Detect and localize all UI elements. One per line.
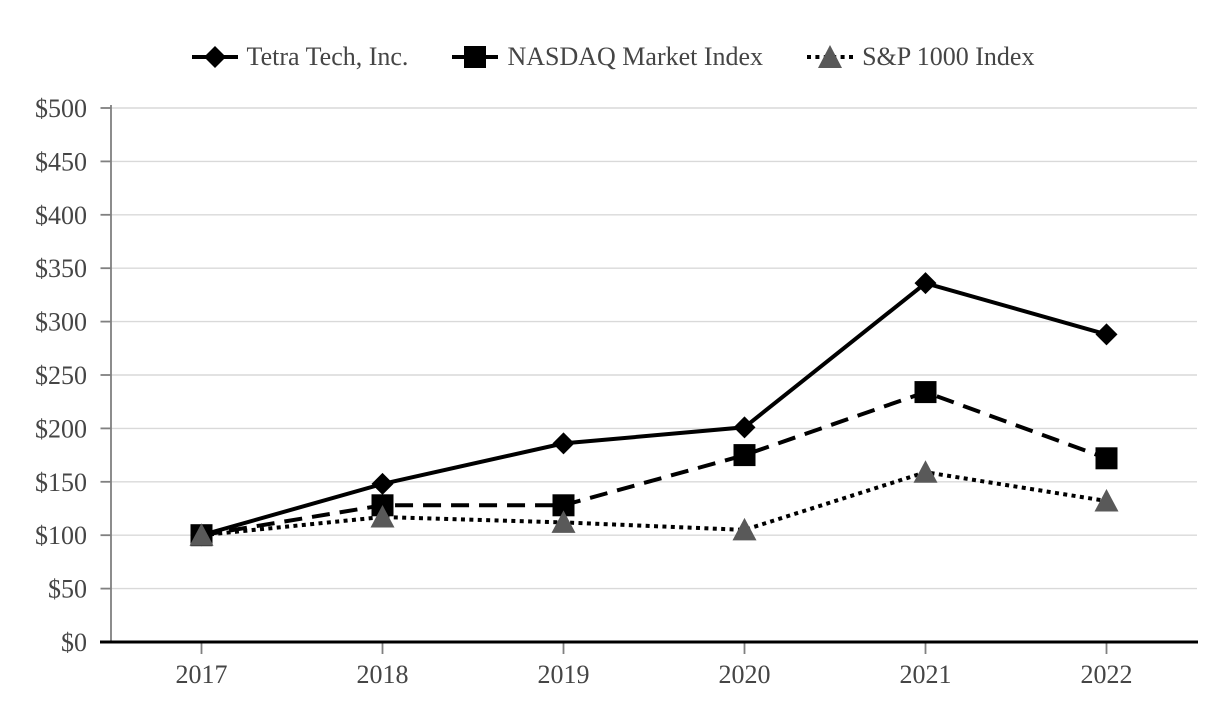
- legend-item-tetra-tech: Tetra Tech, Inc.: [191, 42, 409, 72]
- marker-triangle-s-p-1000-index: [189, 523, 214, 546]
- triangle-dotted-line-icon: [807, 45, 854, 68]
- x-tick-label: 2018: [357, 660, 409, 689]
- marker-triangle-s-p-1000-index: [551, 510, 576, 533]
- legend-label-sp1000: S&P 1000 Index: [862, 42, 1035, 71]
- legend-label-tetra-tech: Tetra Tech, Inc.: [246, 42, 409, 71]
- legend-label-nasdaq: NASDAQ Market Index: [507, 42, 764, 71]
- legend-item-sp1000: S&P 1000 Index: [807, 42, 1034, 72]
- marker-triangle-s-p-1000-index: [1094, 489, 1119, 512]
- marker-diamond-tetra-tech-inc: [1095, 323, 1118, 346]
- x-tick-label: 2019: [538, 660, 590, 689]
- marker-triangle-s-p-1000-index: [370, 505, 395, 528]
- marker-square-nasdaq-market-index: [914, 381, 937, 404]
- legend-item-nasdaq: NASDAQ Market Index: [452, 42, 763, 72]
- square-dashed-line-icon: [452, 46, 499, 68]
- marker-diamond-tetra-tech-inc: [914, 272, 937, 295]
- series-line-s-p-1000-index: [201, 470, 1107, 538]
- marker-square-nasdaq-market-index: [552, 494, 575, 517]
- marker-diamond-tetra-tech-inc: [552, 432, 575, 455]
- y-tick-label: $100: [35, 521, 87, 550]
- y-tick-label: $450: [35, 147, 87, 176]
- y-tick-label: $0: [61, 628, 87, 657]
- x-tick-label: 2017: [176, 660, 228, 689]
- y-tick-label: $200: [35, 414, 87, 443]
- series-line-tetra-tech-inc: [200, 280, 1108, 538]
- y-tick-label: $350: [35, 254, 87, 283]
- x-tick-label: 2021: [900, 660, 952, 689]
- marker-diamond-tetra-tech-inc: [733, 416, 756, 439]
- marker-triangle-s-p-1000-index: [913, 460, 938, 483]
- y-tick-label: $50: [48, 575, 87, 604]
- diamond-solid-line-icon: [191, 46, 238, 68]
- y-tick-label: $300: [35, 308, 87, 337]
- series-line-nasdaq-market-index: [201, 389, 1108, 538]
- marker-diamond-tetra-tech-inc: [371, 472, 394, 495]
- y-tick-label: $150: [35, 468, 87, 497]
- x-tick-label: 2020: [719, 660, 771, 689]
- y-tick-label: $250: [35, 361, 87, 390]
- marker-square-nasdaq-market-index: [733, 444, 756, 467]
- marker-square-nasdaq-market-index: [1095, 447, 1118, 470]
- y-tick-label: $400: [35, 201, 87, 230]
- chart-legend: Tetra Tech, Inc. NASDAQ Market Index S&P…: [0, 42, 1226, 72]
- x-tick-label: 2022: [1081, 660, 1133, 689]
- marker-triangle-s-p-1000-index: [732, 517, 757, 541]
- y-tick-label: $500: [35, 94, 87, 123]
